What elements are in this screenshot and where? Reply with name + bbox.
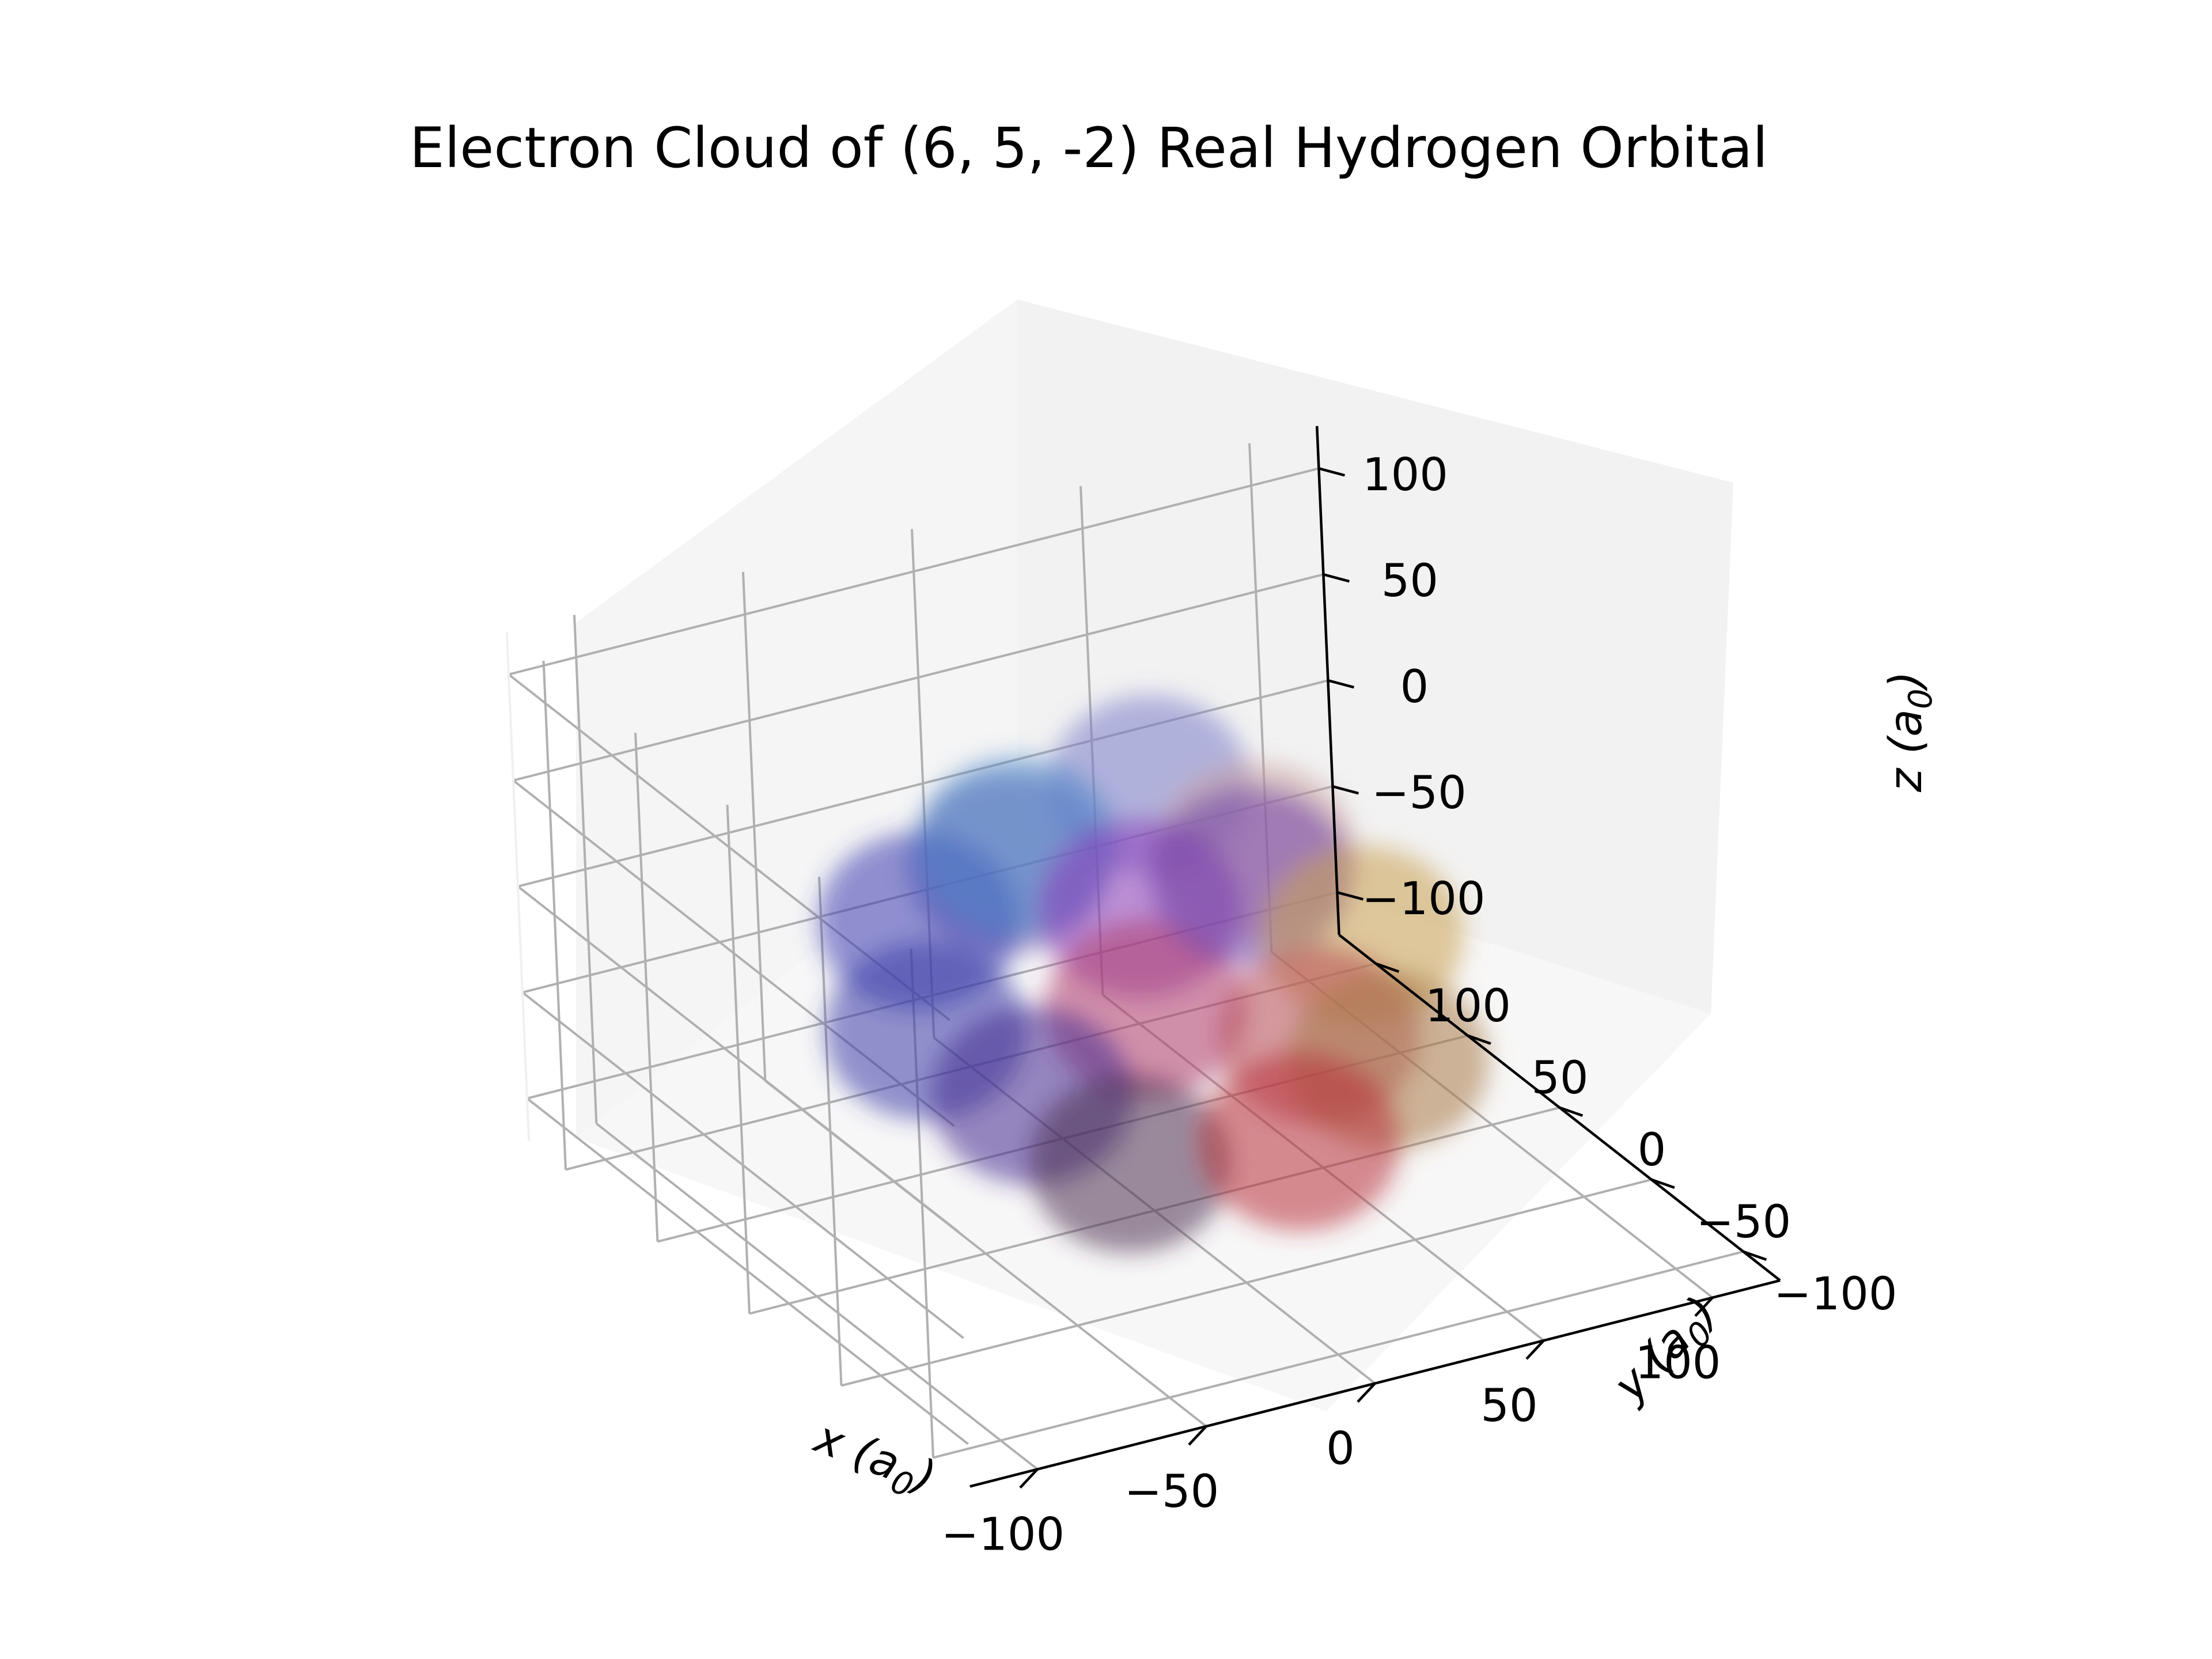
grid-line-z-side-1 bbox=[521, 991, 964, 1339]
x-tick-0 bbox=[1019, 1468, 1039, 1489]
grid-line-z-back-4 bbox=[508, 467, 1319, 676]
z-tick-label-3: 50 bbox=[1381, 555, 1438, 607]
tick-marks bbox=[1019, 467, 1767, 1489]
z-tick-label-0: −100 bbox=[1362, 873, 1485, 925]
z-tick-2 bbox=[1327, 679, 1354, 689]
cloud-lobe-14 bbox=[1199, 1052, 1401, 1231]
z-tick-3 bbox=[1323, 573, 1350, 583]
x-tick-4 bbox=[1694, 1297, 1714, 1317]
x-tick-1 bbox=[1188, 1425, 1207, 1446]
y-tick-2 bbox=[1559, 1106, 1584, 1117]
x-tick-label-4: 100 bbox=[1635, 1338, 1721, 1389]
z-tick-0 bbox=[1336, 891, 1363, 901]
x-tick-label-1: −50 bbox=[1124, 1466, 1219, 1518]
y-tick-label-4: 100 bbox=[1425, 980, 1511, 1032]
electron-cloud bbox=[817, 695, 1489, 1253]
pane-left bbox=[576, 300, 1017, 1138]
cloud-lobe-12 bbox=[1029, 1074, 1231, 1253]
chart-title: Electron Cloud of (6, 5, -2) Real Hydrog… bbox=[410, 116, 1768, 180]
grid-line-y-floor-0 bbox=[933, 1250, 1744, 1459]
y-tick-label-2: 0 bbox=[1638, 1124, 1666, 1176]
x-tick-label-3: 50 bbox=[1480, 1380, 1537, 1432]
grid-line-z-side-2 bbox=[517, 885, 960, 1233]
z-tick-label-2: 0 bbox=[1400, 661, 1429, 713]
y-tick-label-0: −100 bbox=[1774, 1268, 1897, 1320]
pane-edge-corner bbox=[505, 632, 531, 1141]
y-tick-0 bbox=[1743, 1250, 1767, 1261]
grid-line-y-floor-1 bbox=[841, 1178, 1652, 1387]
y-tick-label-1: −50 bbox=[1696, 1196, 1791, 1248]
y-tick-1 bbox=[1651, 1178, 1675, 1189]
y-tick-label-3: 50 bbox=[1531, 1052, 1588, 1104]
x-tick-3 bbox=[1525, 1339, 1545, 1360]
z-tick-label-4: 100 bbox=[1362, 449, 1448, 501]
z-axis-label: z (a0) bbox=[1880, 671, 1940, 793]
y-tick-3 bbox=[1467, 1034, 1491, 1045]
x-tick-label-0: −100 bbox=[941, 1509, 1065, 1561]
x-tick-label-2: 0 bbox=[1326, 1423, 1355, 1475]
x-tick-2 bbox=[1357, 1382, 1376, 1403]
y-tick-4 bbox=[1375, 962, 1400, 973]
tick-labels: −100 −50 0 50 100 −100 −50 0 50 100 −100 −50 0 50 100 bbox=[941, 449, 1897, 1560]
grid-line-z-side-0 bbox=[526, 1097, 969, 1445]
x-axis-label: x (a0) bbox=[804, 1411, 942, 1511]
grid-line-z-back-3 bbox=[513, 573, 1324, 782]
z-tick-4 bbox=[1318, 467, 1345, 477]
z-tick-label-1: −50 bbox=[1372, 767, 1467, 819]
z-tick-1 bbox=[1332, 785, 1359, 795]
